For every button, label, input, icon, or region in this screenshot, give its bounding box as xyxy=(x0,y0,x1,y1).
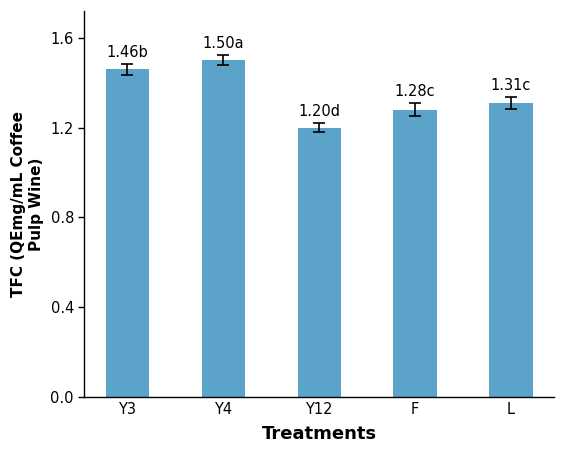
Text: 1.31c: 1.31c xyxy=(491,78,531,93)
Text: 1.20d: 1.20d xyxy=(298,104,340,119)
Bar xyxy=(106,69,149,397)
Text: 1.46b: 1.46b xyxy=(106,45,148,60)
Bar xyxy=(393,110,437,397)
Bar xyxy=(489,103,533,397)
X-axis label: Treatments: Treatments xyxy=(262,425,377,443)
Bar xyxy=(298,128,341,397)
Text: 1.28c: 1.28c xyxy=(395,84,436,99)
Bar xyxy=(202,60,245,397)
Y-axis label: TFC (QEmg/mL Coffee
Pulp Wine): TFC (QEmg/mL Coffee Pulp Wine) xyxy=(11,111,44,297)
Text: 1.50a: 1.50a xyxy=(202,36,244,51)
